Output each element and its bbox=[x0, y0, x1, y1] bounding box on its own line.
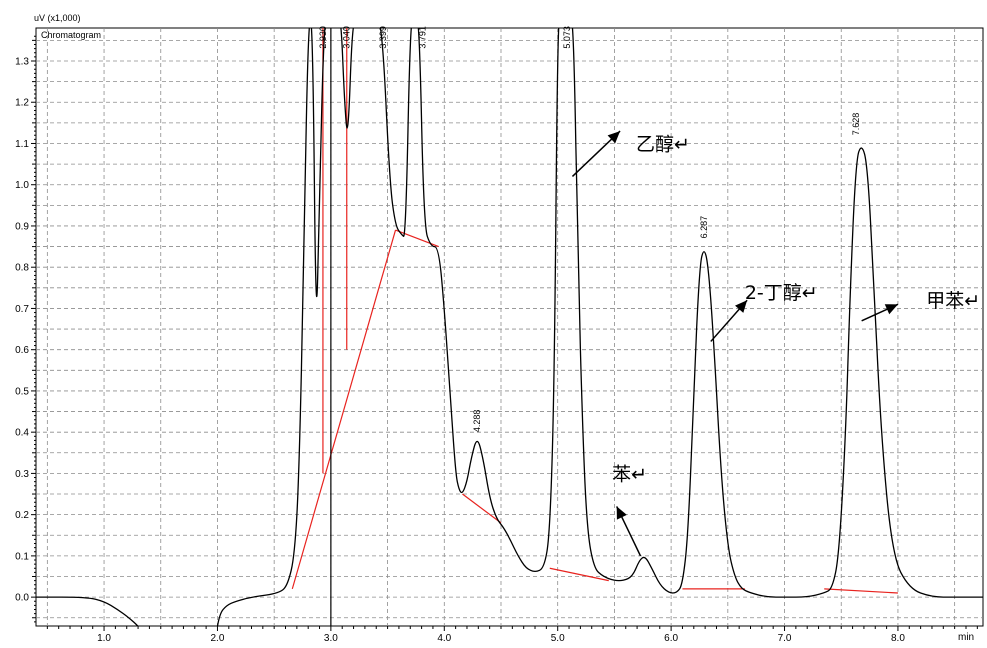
y-tick-label: 0.5 bbox=[15, 386, 29, 397]
arrow-head bbox=[884, 304, 898, 315]
arrow-head bbox=[607, 131, 621, 144]
arrow-head bbox=[735, 300, 748, 313]
y-tick-label: 1.3 bbox=[15, 56, 29, 67]
peak-label: 3.040 bbox=[342, 26, 352, 49]
y-tick-label: 0.6 bbox=[15, 345, 29, 356]
x-tick-label: 8.0 bbox=[891, 633, 905, 644]
peak-label: 5.073 bbox=[562, 26, 572, 49]
compound-annotation: 甲苯↵ bbox=[926, 290, 980, 312]
y-tick-label: 0.8 bbox=[15, 263, 29, 274]
peak-label: 7.628 bbox=[851, 113, 861, 136]
x-tick-label: 5.0 bbox=[551, 633, 565, 644]
arrow-layer bbox=[571, 130, 899, 557]
label-layer: 2.930 3.040 3.399 3.791 4.288 5.073 6.287 7.628… bbox=[318, 26, 980, 485]
x-tick-label: 6.0 bbox=[664, 633, 678, 644]
peak-label: 4.288 bbox=[472, 410, 482, 433]
peak-label: 3.399 bbox=[378, 26, 388, 49]
compound-annotation: 2-丁醇↵ bbox=[745, 282, 818, 304]
compound-annotation: 乙醇↵ bbox=[636, 133, 690, 155]
y-tick-label: 0.7 bbox=[15, 304, 29, 315]
x-unit-label: min bbox=[958, 632, 974, 643]
x-tick-label: 2.0 bbox=[211, 633, 225, 644]
y-unit-label: uV (x1,000) bbox=[34, 13, 81, 23]
baseline-segment bbox=[462, 493, 502, 524]
y-tick-label: 0.4 bbox=[15, 428, 29, 439]
x-tick-label: 4.0 bbox=[437, 633, 451, 644]
baseline-segment bbox=[824, 588, 898, 594]
tick-layer: 1.0 2.0 3.0 4.0 5.0 6.0 7.0 8.0 0.0 0.1 0.2 0.3 0.4 0… bbox=[15, 35, 978, 644]
peak-label: 3.791 bbox=[418, 26, 428, 49]
y-tick-label: 0.1 bbox=[15, 551, 29, 562]
compound-annotation: 苯↵ bbox=[612, 463, 647, 485]
baseline-segment bbox=[549, 567, 609, 582]
arrow-head bbox=[616, 506, 627, 520]
peak-label: 6.287 bbox=[699, 216, 709, 239]
x-tick-label: 1.0 bbox=[97, 633, 111, 644]
y-tick-label: 1.0 bbox=[15, 180, 29, 191]
y-tick-label: 0.2 bbox=[15, 510, 29, 521]
chromatogram-trace bbox=[36, 28, 983, 626]
baseline-segment bbox=[291, 229, 397, 590]
trace-layer bbox=[36, 28, 983, 626]
y-tick-label: 0.3 bbox=[15, 469, 29, 480]
x-tick-label: 7.0 bbox=[778, 633, 792, 644]
y-tick-label: 1.1 bbox=[15, 139, 29, 150]
y-tick-label: 0.0 bbox=[15, 593, 29, 604]
y-tick-label: 0.9 bbox=[15, 221, 29, 232]
peak-label: 2.930 bbox=[318, 26, 328, 49]
y-tick-label: 1.2 bbox=[15, 98, 29, 109]
grid-layer bbox=[36, 28, 983, 626]
legend-label: Chromatogram bbox=[41, 30, 101, 40]
plot-frame bbox=[35, 27, 984, 627]
x-tick-label: 3.0 bbox=[324, 633, 338, 644]
